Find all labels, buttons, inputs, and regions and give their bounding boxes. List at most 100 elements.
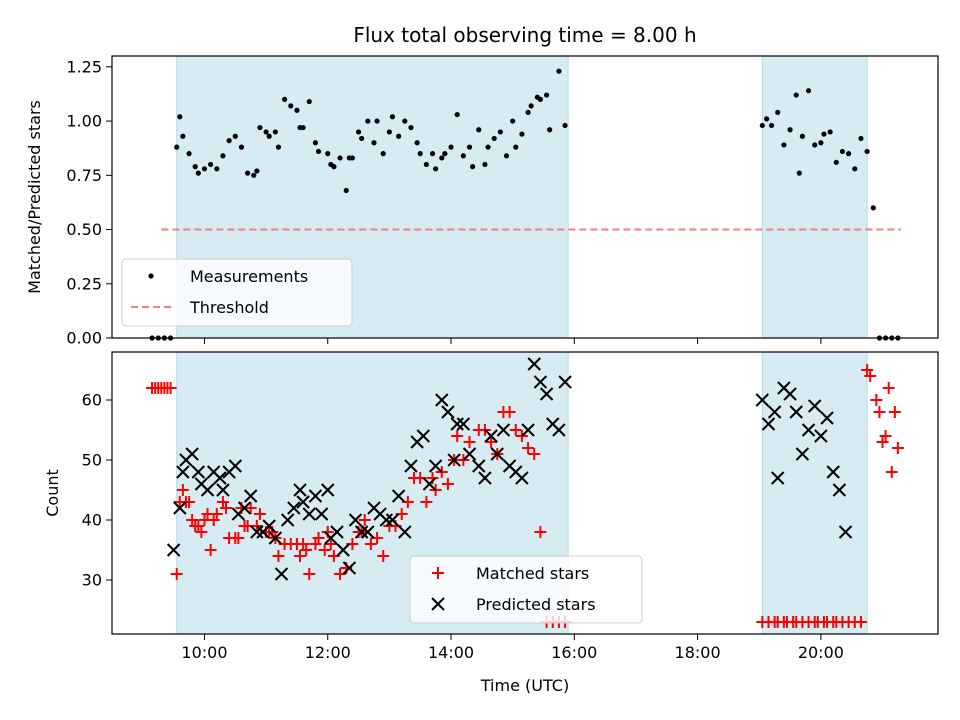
measurement-point (355, 129, 362, 135)
predicted-point (527, 357, 541, 371)
matched-point (210, 508, 223, 520)
measurement-point (245, 170, 251, 176)
measurement-point (812, 142, 818, 148)
measurement-point (870, 205, 876, 211)
predicted-point (280, 513, 295, 527)
top-y-tick-label-3: 0.75 (66, 166, 102, 185)
predicted-point (250, 525, 264, 539)
predicted-point (789, 405, 803, 419)
x-tick-label-3: 16:00 (551, 643, 597, 662)
measurement-point (852, 166, 858, 172)
measurement-point (281, 96, 288, 102)
predicted-point (391, 489, 406, 503)
measurement-point (482, 161, 488, 168)
matched-point (478, 424, 491, 436)
matched-point (515, 430, 528, 442)
x-tick-label-1: 12:00 (305, 643, 351, 662)
predicted-point (185, 447, 199, 461)
measurement-point (796, 170, 802, 176)
matched-point (882, 382, 895, 394)
bottom-legend-box (409, 555, 643, 624)
matched-point (420, 496, 433, 508)
predicted-point (767, 405, 782, 419)
measurement-point (466, 144, 473, 150)
measurement-point (781, 142, 787, 148)
predicted-point (308, 489, 323, 503)
measurement-point (257, 124, 263, 131)
measurement-point (254, 168, 260, 174)
measurement-point (562, 122, 568, 129)
measurement-point (300, 124, 306, 131)
predicted-point (838, 525, 853, 539)
measurement-point (275, 144, 282, 150)
bottom-x-axis-ticks: 10:00 12:00 14:00 16:00 18:00 20:00 (181, 634, 844, 662)
matched-point (358, 514, 371, 526)
matched-point (873, 406, 886, 418)
predicted-point (342, 561, 357, 575)
measurement-point (503, 153, 510, 159)
bottom-shaded-span-1 (761, 351, 868, 635)
measurement-point (402, 118, 408, 124)
predicted-point (243, 489, 258, 503)
measurement-point (414, 140, 420, 146)
matched-point (300, 544, 313, 556)
measurement-point (331, 164, 337, 170)
bottom-y-tick-label-1: 40 (82, 511, 102, 530)
measurement-point (208, 161, 214, 168)
measurement-point (374, 118, 380, 124)
top-y-tick-label-5: 1.25 (66, 57, 102, 76)
measurement-point (349, 155, 356, 161)
top-legend-box (121, 258, 353, 327)
measurement-point (528, 103, 534, 109)
matched-point (220, 502, 233, 514)
predicted-point (484, 429, 498, 443)
predicted-point (336, 543, 350, 557)
top-y-tick-label-4: 1.00 (66, 112, 102, 131)
predicted-point (801, 423, 816, 437)
measurement-point (864, 148, 870, 155)
predicted-point (456, 417, 471, 431)
predicted-point (490, 447, 504, 461)
matched-point (463, 436, 476, 448)
matched-point (303, 568, 316, 580)
predicted-point (783, 387, 797, 401)
measurement-point (839, 148, 846, 155)
measurement-point (417, 151, 423, 157)
predicted-point (472, 459, 486, 473)
predicted-point (447, 453, 461, 467)
predicted-point (166, 543, 181, 557)
predicted-point (348, 513, 363, 527)
matched-point (879, 430, 892, 442)
matched-point (164, 382, 177, 394)
measurement-point (846, 151, 852, 157)
legend-matched-label: Matched stars (476, 564, 589, 583)
measurement-point (365, 118, 371, 124)
x-tick-label-2: 14:00 (428, 643, 474, 662)
predicted-point (296, 495, 310, 509)
predicted-point (361, 525, 375, 539)
matched-point (451, 430, 464, 442)
measurement-point (821, 131, 827, 137)
measurement-point (433, 166, 439, 172)
legend-measurements-label: Measurements (190, 267, 308, 286)
measurement-point (251, 172, 257, 178)
measurement-point (226, 138, 232, 144)
measurement-point (389, 114, 396, 120)
matched-point (324, 538, 337, 550)
predicted-point (385, 513, 400, 527)
matched-point (864, 370, 877, 382)
predicted-point (321, 483, 335, 497)
predicted-point (237, 501, 252, 515)
bottom-series-1 (166, 357, 853, 581)
top-y-tick-label-1: 0.25 (66, 274, 102, 293)
measurement-point (359, 135, 365, 142)
matched-point (429, 484, 442, 496)
measurement-point (448, 144, 454, 150)
measurement-point (423, 161, 429, 168)
measurement-point (485, 144, 491, 150)
x-axis-label: Time (UTC) (480, 676, 569, 695)
measurement-point (288, 103, 294, 109)
measurement-point (195, 170, 201, 176)
matched-point (250, 520, 263, 532)
